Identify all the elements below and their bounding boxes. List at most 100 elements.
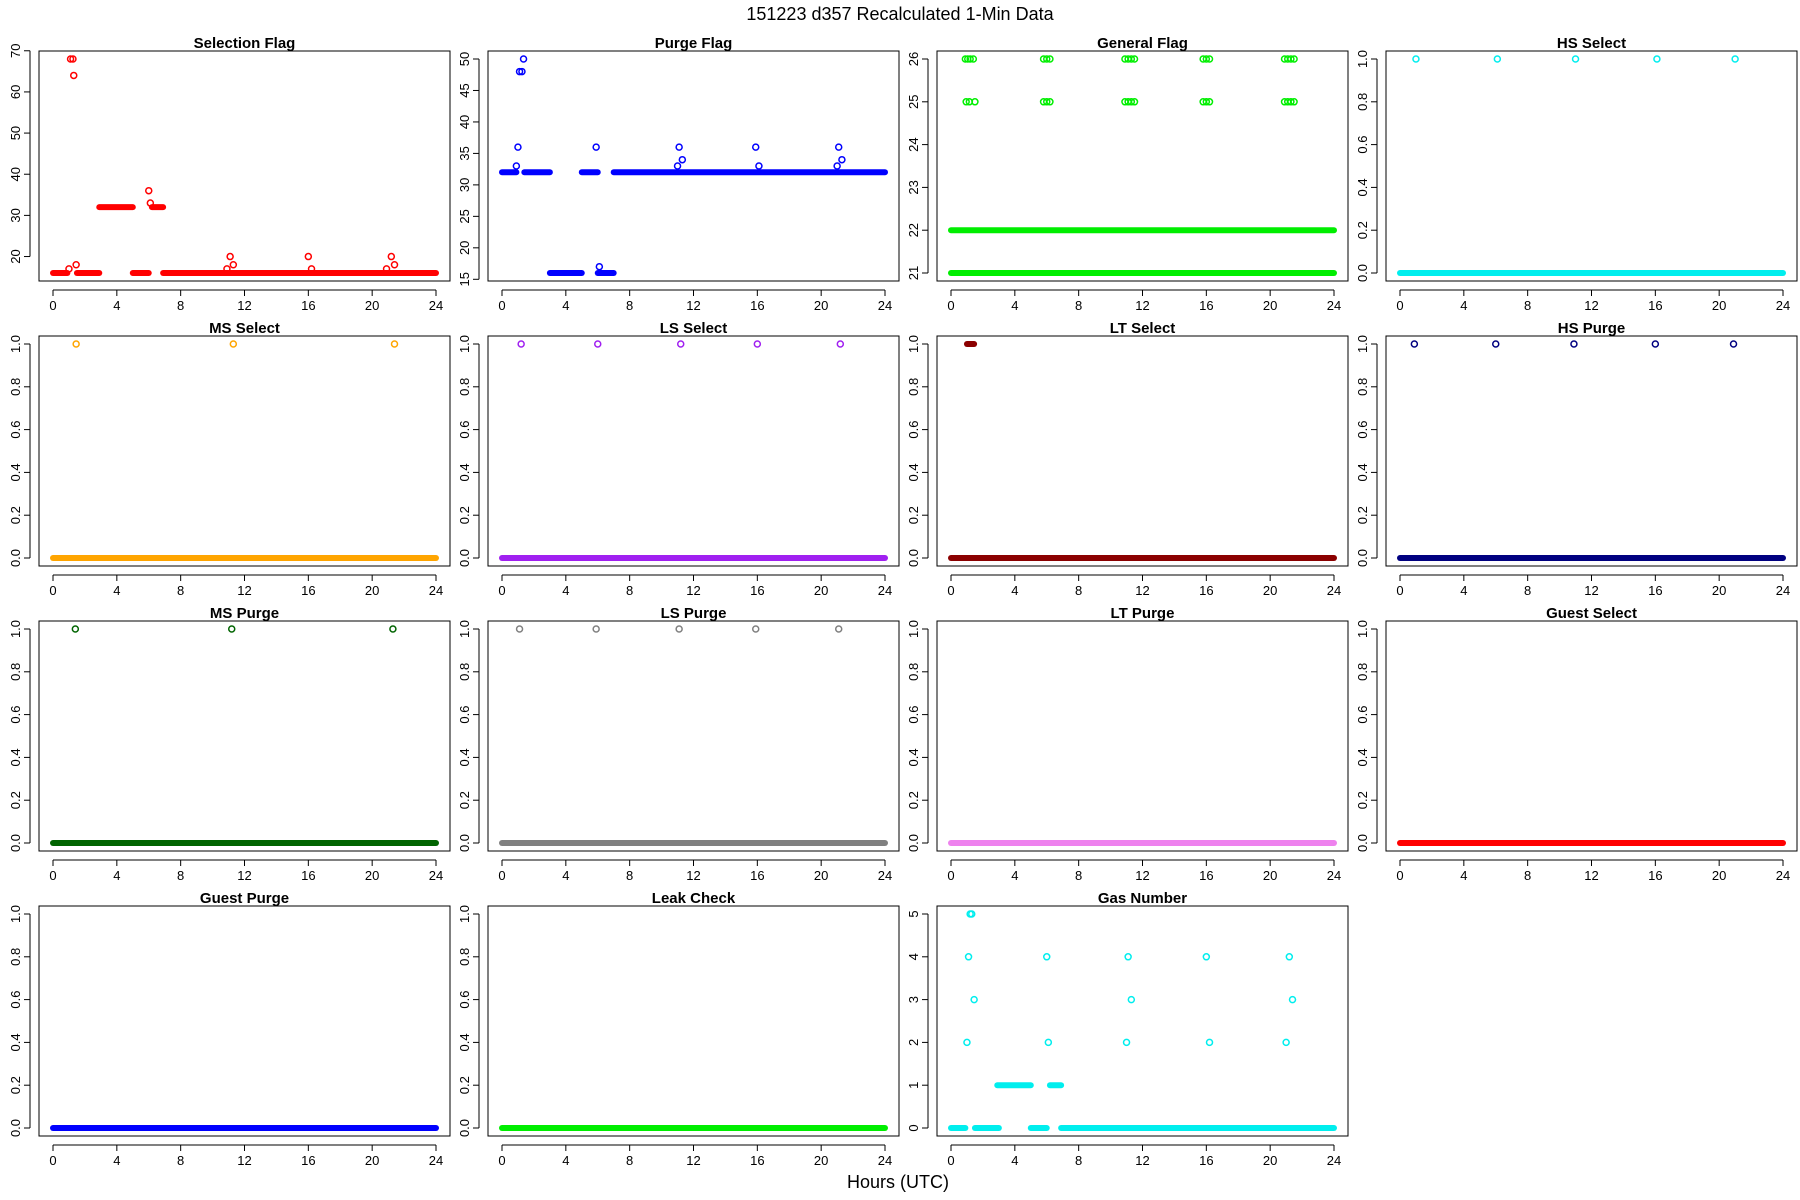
y-tick-label: 0.2 (1355, 506, 1370, 524)
x-tick-label: 16 (750, 868, 764, 883)
y-tick-label: 0.0 (457, 1119, 472, 1137)
x-tick-label: 0 (49, 583, 56, 598)
y-tick-label: 2 (906, 1039, 921, 1046)
x-tick-label: 16 (750, 583, 764, 598)
y-tick-label: 0.8 (1355, 93, 1370, 111)
x-tick-label: 16 (301, 1153, 315, 1168)
y-tick-label: 0.8 (8, 378, 23, 396)
x-tick-label: 16 (1199, 868, 1213, 883)
y-tick-label: 0.0 (457, 834, 472, 852)
y-axis: 0.0 0.2 0.4 0.6 0.8 1.0 (1355, 335, 1378, 567)
y-tick-label: 15 (457, 272, 472, 286)
data-point (1130, 98, 1139, 106)
x-tick-label: 12 (1584, 298, 1598, 313)
x-tick-label: 0 (947, 868, 954, 883)
y-tick-label: 0.4 (1355, 178, 1370, 196)
y-tick-label: 0.4 (8, 748, 23, 766)
y-tick-label: 1.0 (906, 335, 921, 353)
panel-title: LS Purge (661, 605, 727, 622)
y-tick-label: 26 (906, 52, 921, 66)
x-tick-label: 0 (947, 1153, 954, 1168)
y-tick-label: 0.2 (1355, 221, 1370, 239)
x-tick-label: 20 (1263, 868, 1277, 883)
y-tick-label: 0.6 (457, 706, 472, 724)
panel-5: LS Select 0 4 8 12 16 20 24 0.0 0.2 0.4 0.6 0.8 1.0 (457, 320, 900, 598)
data-point (1130, 55, 1139, 63)
y-tick-label: 1.0 (1355, 335, 1370, 353)
x-tick-label: 8 (1075, 1153, 1082, 1168)
data-point (390, 340, 399, 348)
data-point (676, 340, 685, 348)
data-point (390, 261, 399, 269)
y-tick-label: 4 (906, 953, 921, 960)
y-tick-label: 0.8 (457, 948, 472, 966)
x-tick-label: 20 (1263, 1153, 1277, 1168)
x-tick-label: 16 (1648, 868, 1662, 883)
data-point (382, 265, 391, 273)
y-tick-label: 0.2 (457, 1076, 472, 1094)
panel-title: Purge Flag (655, 35, 733, 52)
data-series (50, 55, 439, 276)
panel-title: HS Purge (1558, 320, 1626, 337)
data-point (389, 625, 397, 633)
x-axis: 0 4 8 12 16 20 24 (947, 574, 1341, 598)
data-point (1046, 98, 1054, 106)
x-tick-label: 24 (1776, 868, 1790, 883)
x-tick-label: 8 (177, 868, 184, 883)
x-tick-label: 20 (814, 1153, 828, 1168)
data-point (145, 186, 153, 195)
y-tick-label: 0.2 (8, 506, 23, 524)
data-point (833, 162, 841, 170)
plot-frame (936, 335, 1349, 567)
x-tick-label: 0 (1396, 583, 1403, 598)
y-tick-label: 0.4 (457, 748, 472, 766)
data-series (948, 55, 1337, 276)
x-tick-label: 16 (750, 1153, 764, 1168)
x-tick-label: 24 (429, 583, 443, 598)
panel-title: Guest Purge (200, 890, 289, 907)
data-series (948, 341, 1337, 561)
y-tick-label: 0.6 (8, 991, 23, 1009)
y-tick-label: 1.0 (8, 905, 23, 923)
y-tick-label: 0.4 (1355, 463, 1370, 481)
data-point (229, 261, 238, 269)
data-point (72, 261, 80, 269)
y-tick-label: 0.4 (457, 463, 472, 481)
data-point (1410, 340, 1419, 348)
panel-7: HS Purge 0 4 8 12 16 20 24 0.0 0.2 0.4 0.6 0.8 1.0 (1355, 320, 1798, 598)
panel-12: Guest Purge 0 4 8 12 16 20 24 0.0 0.2 0.4 0.6 0.8 1.0 (8, 890, 451, 1168)
data-point (592, 143, 600, 151)
panel-6: LT Select 0 4 8 12 16 20 24 0.0 0.2 0.4 0.6 0.8 1.0 (906, 320, 1349, 598)
panel-4: MS Select 0 4 8 12 16 20 24 0.0 0.2 0.4 0.6 0.8 1.0 (8, 320, 451, 598)
plot-frame (38, 50, 451, 282)
y-tick-label: 1.0 (8, 335, 23, 353)
x-tick-label: 12 (1584, 583, 1598, 598)
x-axis: 0 4 8 12 16 20 24 (498, 574, 892, 598)
data-point (519, 55, 528, 63)
data-point (751, 143, 760, 151)
y-tick-label: 24 (906, 137, 921, 151)
x-tick-label: 4 (113, 298, 120, 313)
x-axis: 0 4 8 12 16 20 24 (49, 289, 443, 313)
x-tick-label: 12 (1135, 583, 1149, 598)
x-tick-label: 20 (1712, 583, 1726, 598)
y-tick-label: 20 (8, 249, 23, 263)
data-point (1282, 1038, 1290, 1047)
y-axis: 0.0 0.2 0.4 0.6 0.8 1.0 (906, 620, 929, 852)
y-tick-label: 0.0 (906, 834, 921, 852)
y-tick-label: 40 (8, 167, 23, 181)
y-tick-label: 0.6 (8, 421, 23, 439)
data-point (1285, 953, 1294, 961)
data-point (146, 199, 155, 207)
panel-8: MS Purge 0 4 8 12 16 20 24 0.0 0.2 0.4 0.6 0.8 1.0 (8, 605, 451, 883)
y-tick-label: 30 (457, 178, 472, 192)
y-tick-label: 0.8 (8, 663, 23, 681)
data-point (595, 262, 604, 271)
x-tick-label: 20 (1712, 868, 1726, 883)
y-tick-label: 25 (906, 95, 921, 109)
data-point (1412, 55, 1420, 63)
data-point (229, 340, 238, 348)
